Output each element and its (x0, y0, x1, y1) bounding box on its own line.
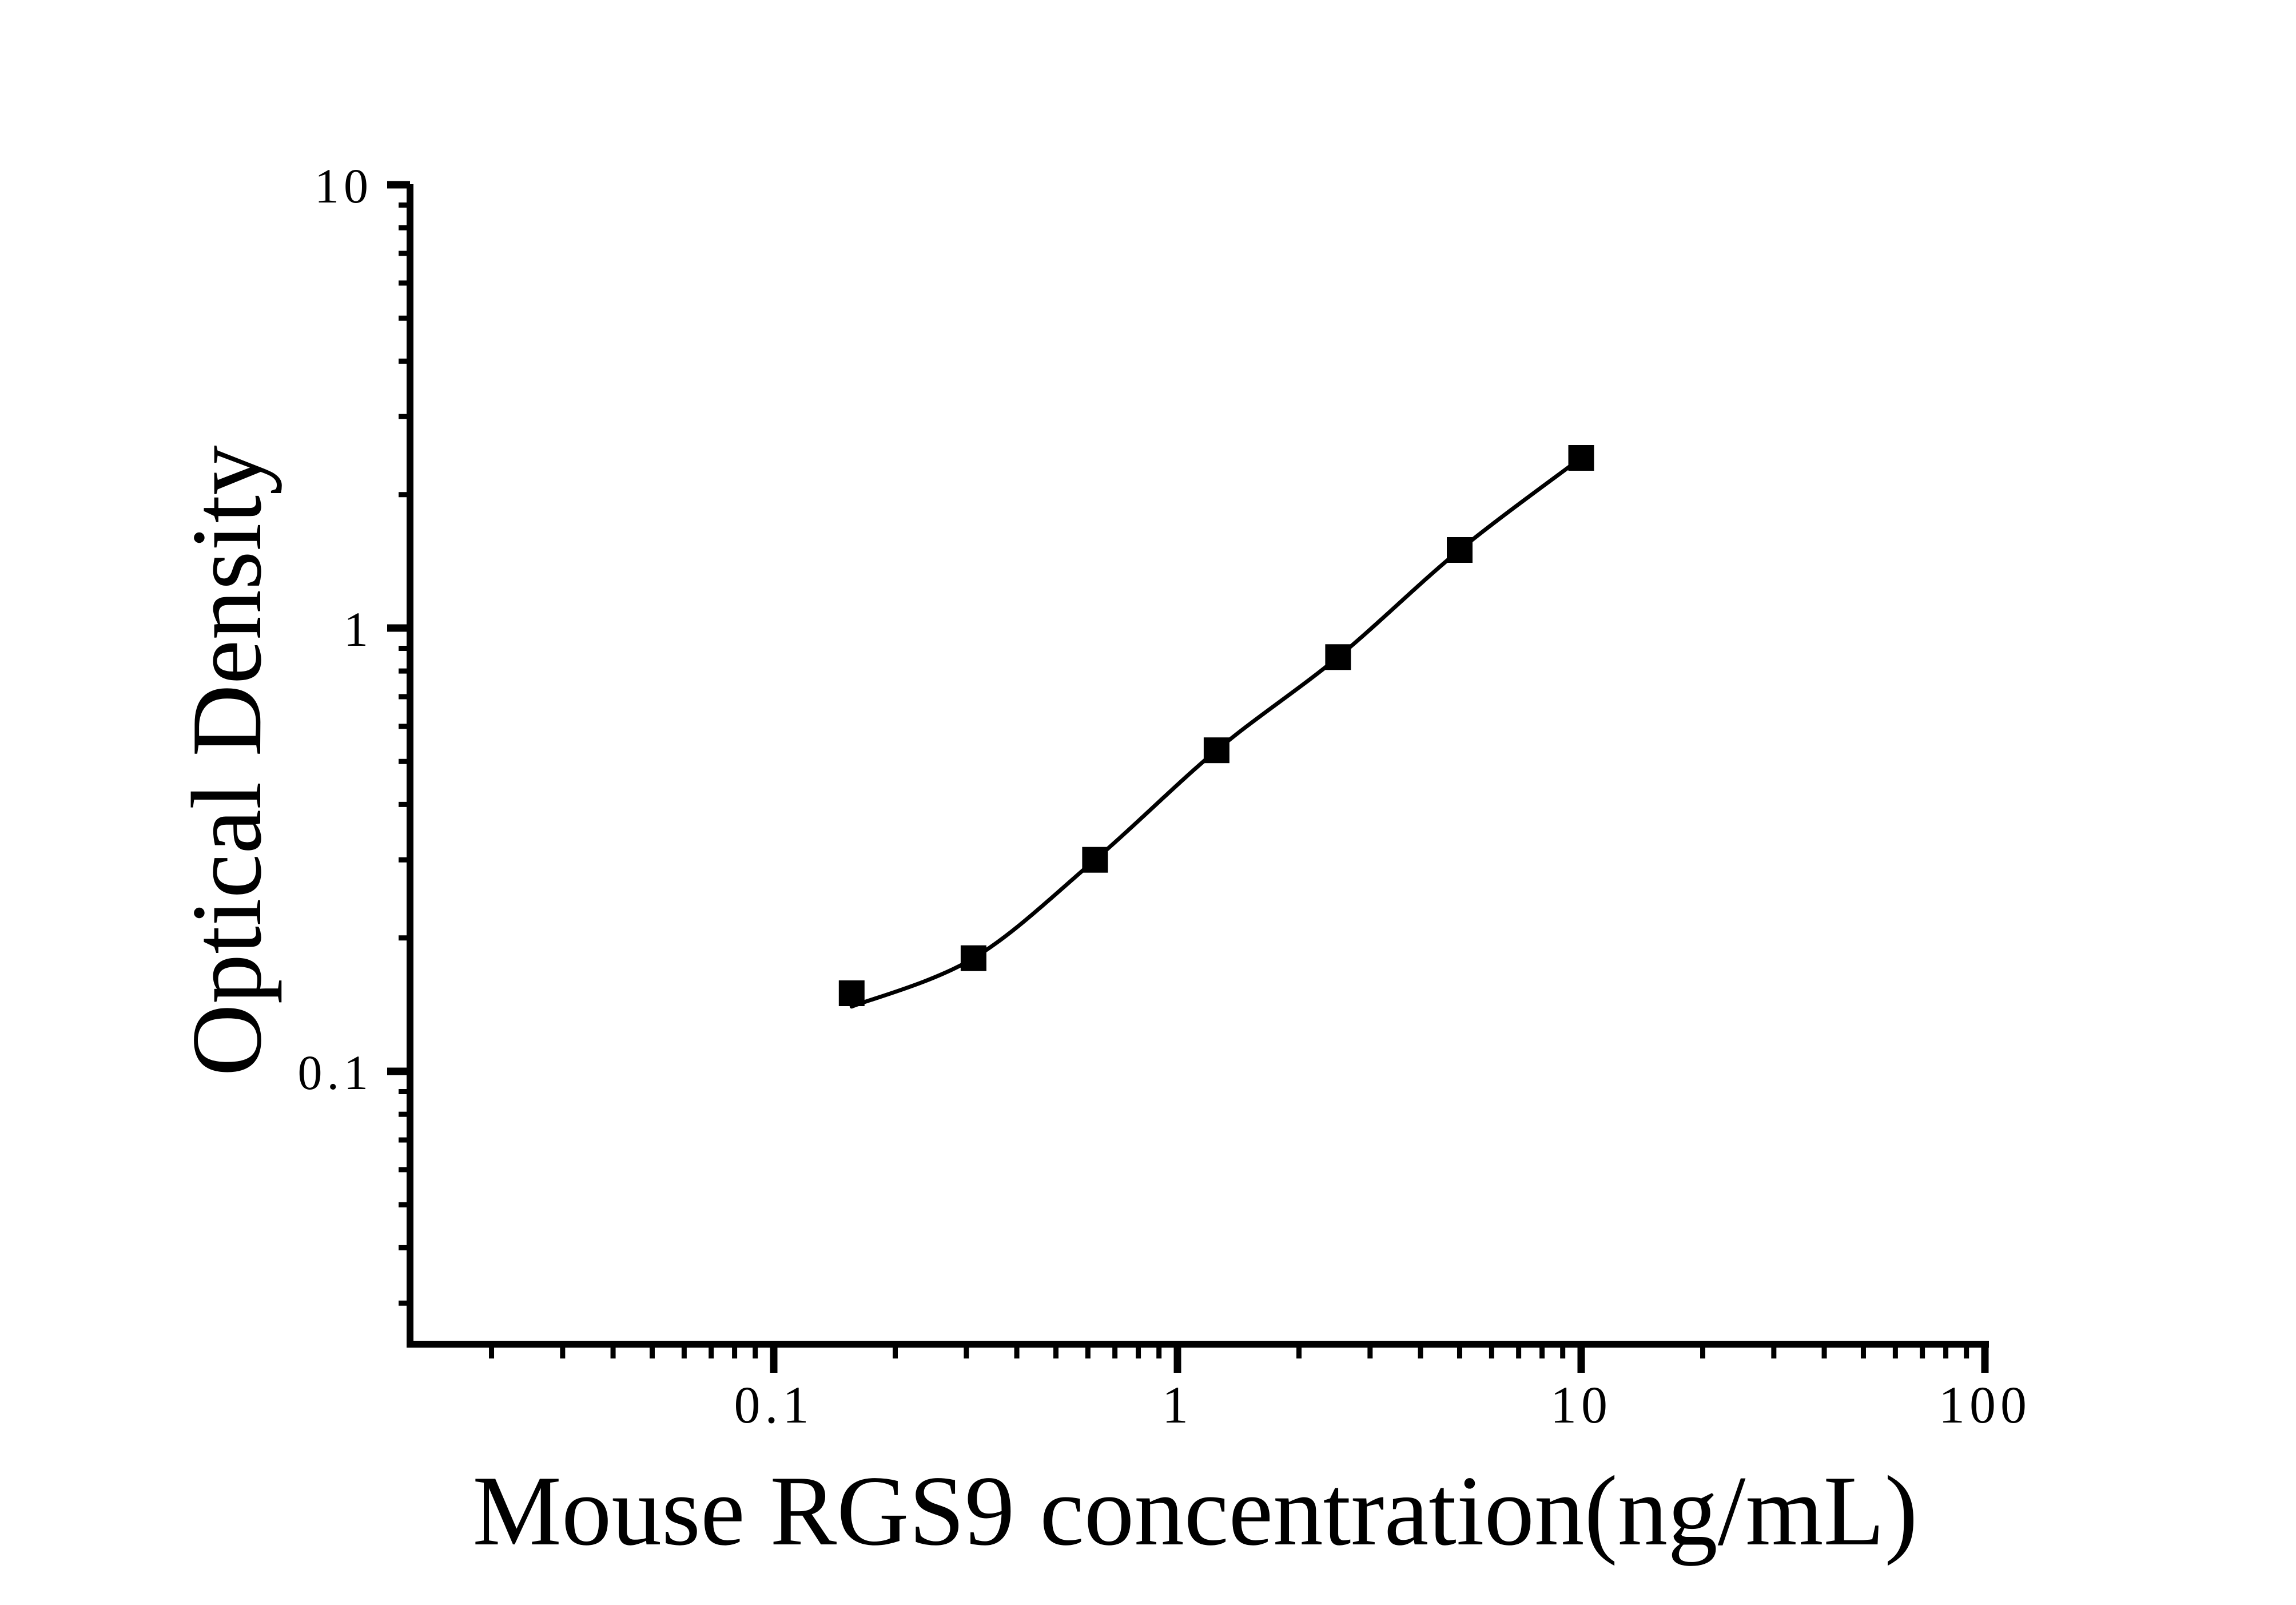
data-point-marker (960, 945, 986, 971)
x-tick-label: 10 (1550, 1376, 1612, 1434)
major-ticks (387, 181, 1989, 1373)
data-point-marker (1568, 445, 1594, 471)
x-tick-label: 0.1 (734, 1376, 814, 1434)
x-tick-label: 100 (1939, 1376, 2031, 1434)
axes (407, 184, 1989, 1348)
y-tick-label: 10 (315, 158, 373, 213)
axis-spines (407, 184, 1989, 1348)
data-point-marker (838, 980, 865, 1006)
x-axis-title: Mouse RGS9 concentration(ng/mL) (472, 1455, 1917, 1566)
data-point-marker (1325, 644, 1351, 670)
y-axis-title: Optical Density (171, 445, 282, 1076)
tick-labels: 0.1 1 10 100 10 1 0.1 (298, 158, 2031, 1434)
data-point-marker (1203, 737, 1229, 764)
y-tick-label: 1 (344, 602, 373, 657)
data-point-marker (1082, 847, 1108, 873)
y-tick-label: 0.1 (298, 1045, 373, 1100)
x-tick-label: 1 (1162, 1376, 1193, 1434)
data-point-marker (1447, 537, 1473, 563)
data-points (838, 445, 1594, 1006)
minor-ticks (399, 202, 1969, 1358)
